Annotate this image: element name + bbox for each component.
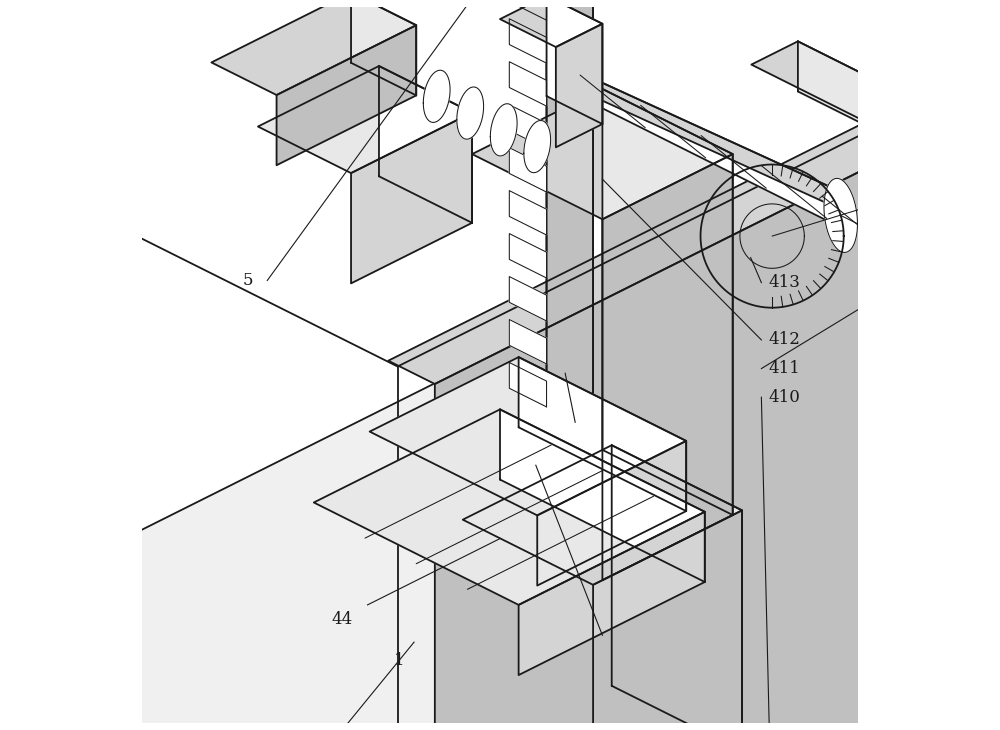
Polygon shape (509, 19, 547, 64)
Polygon shape (593, 510, 742, 730)
Polygon shape (509, 320, 547, 364)
Text: 44: 44 (332, 611, 353, 628)
Polygon shape (457, 87, 484, 139)
Polygon shape (509, 104, 547, 149)
Polygon shape (211, 0, 416, 95)
Polygon shape (751, 42, 1000, 191)
Polygon shape (547, 0, 602, 124)
Polygon shape (258, 66, 472, 173)
Polygon shape (519, 512, 705, 675)
Polygon shape (379, 66, 472, 223)
Text: 411: 411 (769, 360, 800, 377)
Polygon shape (556, 24, 602, 147)
Polygon shape (509, 0, 547, 20)
Polygon shape (519, 357, 686, 511)
Polygon shape (824, 178, 857, 253)
Text: 410: 410 (769, 388, 800, 406)
Text: 412: 412 (769, 331, 800, 348)
Polygon shape (314, 410, 705, 605)
Polygon shape (500, 0, 602, 47)
Polygon shape (509, 147, 547, 192)
Polygon shape (602, 154, 733, 580)
Text: 1: 1 (394, 652, 405, 669)
Polygon shape (798, 42, 1000, 217)
Polygon shape (571, 69, 850, 232)
Polygon shape (509, 277, 547, 321)
Text: 49: 49 (590, 421, 611, 438)
Polygon shape (509, 62, 547, 106)
Polygon shape (524, 120, 551, 173)
Polygon shape (463, 445, 742, 585)
Polygon shape (472, 89, 733, 219)
Polygon shape (509, 234, 547, 278)
Polygon shape (435, 30, 1000, 730)
Polygon shape (351, 0, 416, 96)
Text: 5: 5 (242, 272, 253, 289)
Polygon shape (509, 191, 547, 235)
Polygon shape (500, 350, 1000, 730)
Text: 48: 48 (547, 464, 568, 481)
Polygon shape (370, 357, 686, 515)
Polygon shape (277, 26, 416, 165)
Polygon shape (552, 69, 850, 205)
Polygon shape (509, 363, 547, 407)
Polygon shape (547, 0, 593, 491)
Polygon shape (423, 70, 450, 123)
Polygon shape (500, 723, 1000, 730)
Polygon shape (351, 112, 472, 283)
Polygon shape (612, 445, 742, 730)
Polygon shape (602, 89, 733, 515)
Polygon shape (0, 350, 1000, 730)
Polygon shape (500, 410, 705, 582)
Polygon shape (490, 104, 517, 156)
Polygon shape (537, 441, 686, 585)
Polygon shape (388, 7, 1000, 384)
Polygon shape (547, 0, 593, 514)
Text: 413: 413 (769, 274, 800, 291)
